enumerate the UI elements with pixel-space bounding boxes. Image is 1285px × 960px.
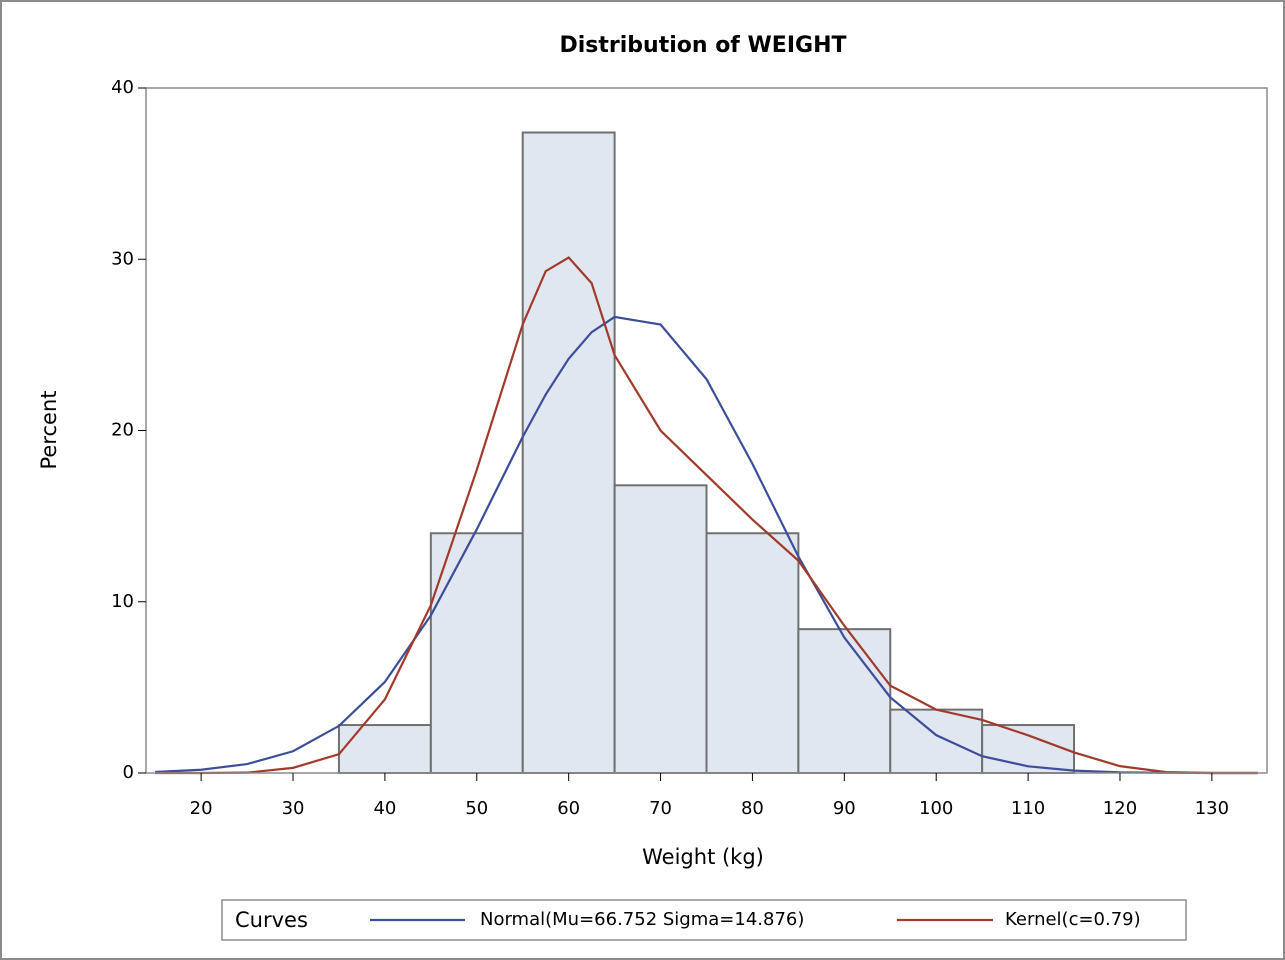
histogram-bar (337, 724, 432, 774)
chart-title: Distribution of WEIGHT (559, 33, 846, 58)
histogram-bar (705, 532, 800, 774)
y-tick-label: 10 (111, 591, 134, 612)
x-tick-label: 100 (919, 798, 953, 819)
x-tick-label: 80 (741, 798, 764, 819)
legend-label: Kernel(c=0.79) (1005, 909, 1141, 930)
x-tick-label: 20 (190, 798, 213, 819)
x-tick-label: 70 (649, 798, 672, 819)
x-tick-label: 90 (833, 798, 856, 819)
x-tick-label: 30 (282, 798, 305, 819)
histogram-bar (429, 532, 524, 774)
curve-line (155, 315, 1258, 775)
y-tick-label: 40 (111, 77, 134, 98)
histogram-bar (613, 484, 708, 774)
histogram-bar (797, 628, 892, 775)
y-tick-label: 0 (123, 762, 134, 783)
legend-title: Curves (235, 908, 308, 932)
x-tick-label: 130 (1195, 798, 1229, 819)
x-tick-label: 120 (1103, 798, 1137, 819)
x-tick-label: 110 (1011, 798, 1045, 819)
x-tick-label: 60 (557, 798, 580, 819)
y-axis-label: Percent (37, 390, 61, 469)
x-axis-label: Weight (kg) (642, 845, 764, 869)
curve-line (155, 256, 1258, 775)
x-tick-label: 50 (465, 798, 488, 819)
x-tick-label: 40 (373, 798, 396, 819)
legend-label: Normal(Mu=66.752 Sigma=14.876) (480, 909, 804, 930)
histogram-bar (889, 708, 984, 775)
y-tick-label: 20 (111, 420, 134, 441)
y-tick-label: 30 (111, 248, 134, 269)
histogram-bar (521, 131, 616, 774)
